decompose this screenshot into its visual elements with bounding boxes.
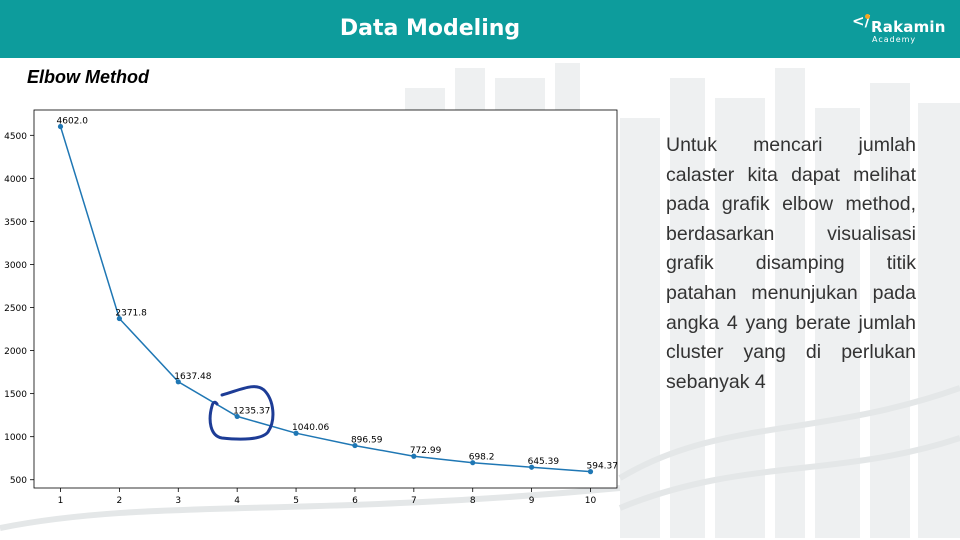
rakamin-logo: </ Rakamin Academy (852, 12, 952, 46)
y-tick-label: 2000 (4, 347, 27, 357)
data-label: 2371.8 (115, 309, 147, 319)
data-point (293, 430, 299, 436)
data-label: 4602.0 (57, 117, 89, 127)
logo-name: Rakamin (871, 18, 946, 36)
logo-subtitle: Academy (872, 35, 917, 44)
data-label: 698.2 (469, 453, 495, 463)
section-title: Elbow Method (27, 67, 149, 87)
data-label: 645.39 (528, 457, 560, 467)
data-label: 896.59 (351, 436, 383, 446)
data-point (352, 442, 358, 449)
city-background-art (0, 63, 960, 538)
x-tick-label: 9 (529, 496, 535, 506)
data-point (175, 379, 181, 385)
y-tick-label: 1500 (4, 390, 27, 400)
plot-area (33, 109, 618, 489)
x-axis-ticks: 1 2 3 4 5 6 7 8 9 10 (58, 488, 597, 506)
x-tick-label: 4 (234, 496, 240, 506)
description-text: Untuk mencari jumlah calaster kita dapat… (666, 134, 916, 393)
x-tick-label: 5 (293, 496, 299, 506)
y-tick-label: 3000 (4, 261, 27, 271)
data-point (470, 460, 476, 466)
y-tick-label: 500 (10, 476, 27, 486)
data-label: 594.37 (587, 462, 619, 472)
data-point (529, 464, 535, 470)
y-tick-label: 3500 (4, 218, 27, 228)
y-tick-label: 2500 (4, 304, 27, 314)
x-tick-label: 7 (411, 496, 417, 506)
data-label: 1637.48 (174, 372, 211, 382)
series-line (59, 126, 591, 473)
elbow-chart: 500 1000 1500 2000 2500 3000 3500 4000 4500 1 2 3 4… (0, 100, 625, 515)
x-tick-label: 6 (352, 496, 358, 506)
data-labels: 4602.0 2371.8 1637.48 1235.37 1040.06 896.59 7… (57, 117, 619, 472)
x-tick-label: 10 (585, 496, 597, 506)
data-point (411, 453, 417, 459)
y-axis-ticks: 500 1000 1500 2000 2500 3000 3500 4000 4500 (4, 132, 34, 486)
annotation-circle (208, 385, 275, 441)
y-tick-label: 1000 (4, 433, 27, 443)
x-tick-label: 3 (175, 496, 181, 506)
data-label: 772.99 (410, 446, 442, 456)
data-point (234, 413, 240, 420)
x-tick-label: 8 (470, 496, 476, 506)
data-point (116, 315, 122, 322)
page-title: Data Modeling (339, 16, 521, 41)
data-point (587, 469, 594, 475)
y-tick-label: 4500 (4, 132, 27, 142)
x-tick-label: 1 (58, 496, 64, 506)
data-point (57, 123, 64, 130)
series-elbow (57, 123, 594, 475)
data-label: 1235.37 (233, 406, 270, 416)
y-tick-label: 4000 (4, 175, 27, 185)
elbow-chart-svg: 500 1000 1500 2000 2500 3000 3500 4000 4500 1 2 3 4… (4, 109, 619, 506)
logo-dot (865, 14, 870, 19)
data-label: 1040.06 (292, 423, 329, 433)
x-tick-label: 2 (117, 496, 123, 506)
header-bar: Data Modeling </ Rakamin Academy (0, 0, 960, 58)
